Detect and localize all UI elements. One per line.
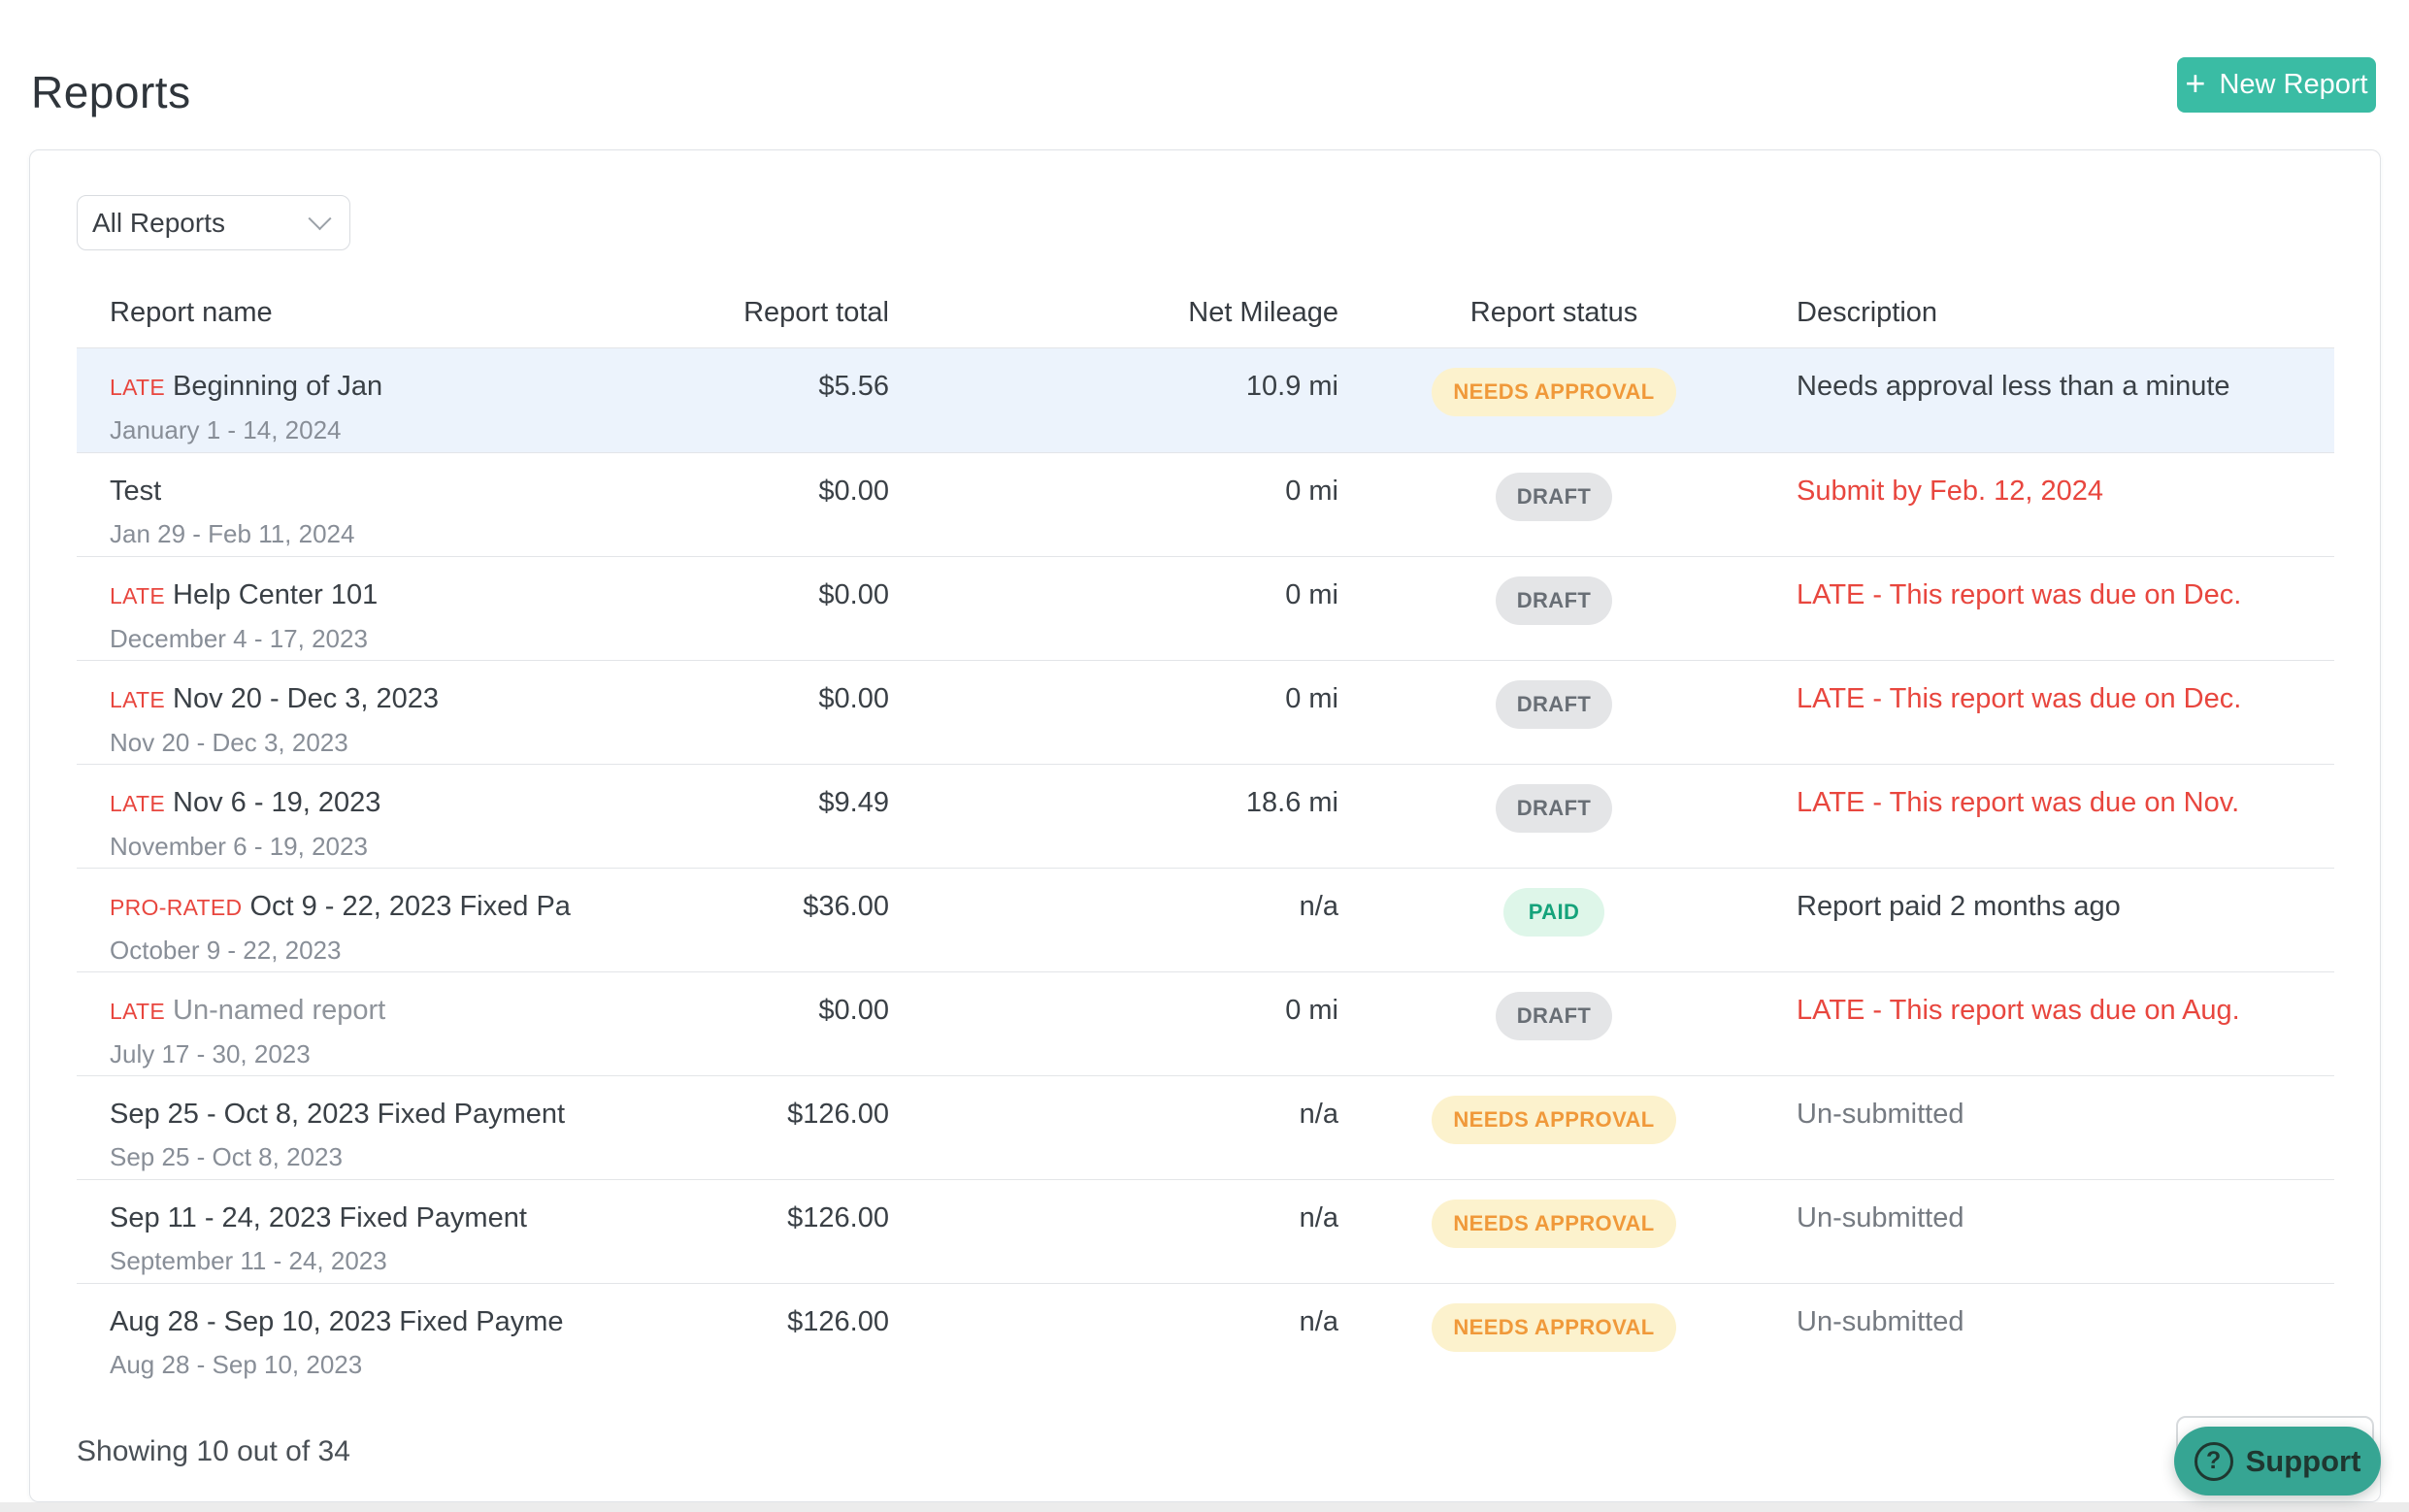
reports-filter-select[interactable]: All Reports: [77, 195, 350, 250]
status-badge: NEEDS APPROVAL: [1432, 1303, 1676, 1352]
report-row[interactable]: Sep 25 - Oct 8, 2023 Fixed Payment Sep 2…: [77, 1075, 2334, 1179]
report-mileage: 0 mi: [1285, 476, 1338, 507]
report-description: Report paid 2 months ago: [1797, 891, 2121, 922]
results-summary: Showing 10 out of 34: [77, 1435, 350, 1467]
report-description: LATE - This report was due on Dec.: [1797, 683, 2242, 714]
chevron-down-icon: [308, 207, 332, 231]
report-description: LATE - This report was due on Nov.: [1797, 787, 2240, 818]
reports-card: All Reports Report name Report total Net…: [29, 149, 2381, 1502]
report-total: $9.49: [818, 787, 889, 818]
report-name: Nov 6 - 19, 2023: [173, 787, 381, 818]
report-mileage: n/a: [1299, 1202, 1338, 1233]
report-row[interactable]: Sep 11 - 24, 2023 Fixed Payment Septembe…: [77, 1179, 2334, 1283]
report-total: $126.00: [787, 1202, 889, 1233]
report-row[interactable]: LATE Nov 20 - Dec 3, 2023 Nov 20 - Dec 3,…: [77, 660, 2334, 764]
report-late-tag: PRO-RATED: [110, 895, 243, 920]
report-row[interactable]: Aug 28 - Sep 10, 2023 Fixed Payme Aug 28…: [77, 1283, 2334, 1387]
status-badge: DRAFT: [1495, 473, 1613, 521]
filter-selected-value: All Reports: [92, 207, 225, 238]
report-date-range: November 6 - 19, 2023: [110, 832, 368, 861]
report-total: $0.00: [818, 476, 889, 507]
report-date-range: January 1 - 14, 2024: [110, 415, 342, 444]
status-badge: DRAFT: [1495, 992, 1613, 1040]
page-title: Reports: [31, 67, 191, 117]
report-date-range: Jan 29 - Feb 11, 2024: [110, 519, 355, 548]
table-body: LATE Beginning of Jan January 1 - 14, 202…: [77, 348, 2334, 1387]
plus-icon: +: [2185, 63, 2206, 103]
status-badge: NEEDS APPROVAL: [1432, 1200, 1676, 1248]
report-description: Needs approval less than a minute: [1797, 371, 2230, 402]
status-badge: PAID: [1502, 888, 1605, 937]
report-late-tag: LATE: [110, 999, 166, 1024]
report-row[interactable]: LATE Nov 6 - 19, 2023 November 6 - 19, 20…: [77, 764, 2334, 868]
report-description: LATE - This report was due on Aug.: [1797, 995, 2240, 1026]
report-name: Aug 28 - Sep 10, 2023 Fixed Payme: [110, 1306, 564, 1337]
report-mileage: n/a: [1299, 891, 1338, 922]
report-name: Sep 11 - 24, 2023 Fixed Payment: [110, 1202, 527, 1233]
status-badge: DRAFT: [1495, 784, 1613, 833]
new-report-label: New Report: [2219, 69, 2368, 100]
report-row[interactable]: PRO-RATED Oct 9 - 22, 2023 Fixed Pa Octob…: [77, 868, 2334, 971]
bottom-strip: [0, 1502, 2409, 1512]
report-date-range: Aug 28 - Sep 10, 2023: [110, 1350, 363, 1379]
report-row[interactable]: Test Jan 29 - Feb 11, 2024 $0.00 0 mi DR…: [77, 452, 2334, 556]
table-header-row: Report name Report total Net Mileage Rep…: [77, 280, 2334, 348]
report-name: Oct 9 - 22, 2023 Fixed Pa: [249, 891, 571, 922]
report-name: Beginning of Jan: [173, 371, 383, 402]
report-date-range: July 17 - 30, 2023: [110, 1039, 311, 1068]
col-header-report-status: Report status: [1469, 297, 1638, 328]
report-description: Submit by Feb. 12, 2024: [1797, 476, 2103, 507]
report-total: $126.00: [787, 1099, 889, 1130]
report-late-tag: LATE: [110, 583, 166, 608]
report-mileage: n/a: [1299, 1099, 1338, 1130]
status-badge: DRAFT: [1495, 576, 1613, 625]
reports-table: Report name Report total Net Mileage Rep…: [77, 280, 2334, 1387]
report-name: Un-named report: [173, 995, 386, 1026]
report-mileage: 0 mi: [1285, 579, 1338, 610]
report-date-range: Nov 20 - Dec 3, 2023: [110, 728, 348, 757]
report-total: $0.00: [818, 579, 889, 610]
report-date-range: Sep 25 - Oct 8, 2023: [110, 1142, 343, 1171]
report-total: $126.00: [787, 1306, 889, 1337]
report-name: Help Center 101: [173, 579, 379, 610]
report-date-range: October 9 - 22, 2023: [110, 936, 342, 965]
report-name: Nov 20 - Dec 3, 2023: [173, 683, 440, 714]
report-late-tag: LATE: [110, 375, 166, 400]
report-description: LATE - This report was due on Dec.: [1797, 579, 2242, 610]
report-name: Test: [110, 476, 162, 507]
report-total: $5.56: [818, 371, 889, 402]
report-row[interactable]: LATE Beginning of Jan January 1 - 14, 202…: [77, 348, 2334, 452]
report-late-tag: LATE: [110, 791, 166, 816]
report-mileage: n/a: [1299, 1306, 1338, 1337]
report-mileage: 0 mi: [1285, 683, 1338, 714]
report-total: $0.00: [818, 995, 889, 1026]
status-badge: NEEDS APPROVAL: [1432, 1096, 1676, 1144]
report-mileage: 18.6 mi: [1245, 787, 1338, 818]
report-mileage: 10.9 mi: [1245, 371, 1338, 402]
report-name: Sep 25 - Oct 8, 2023 Fixed Payment: [110, 1099, 566, 1130]
col-header-description: Description: [1797, 297, 1938, 328]
status-badge: DRAFT: [1495, 680, 1613, 729]
report-total: $36.00: [803, 891, 889, 922]
col-header-net-mileage: Net Mileage: [1188, 297, 1338, 328]
report-date-range: December 4 - 17, 2023: [110, 624, 368, 653]
report-late-tag: LATE: [110, 687, 166, 712]
report-row[interactable]: LATE Un-named report July 17 - 30, 2023 $…: [77, 971, 2334, 1075]
report-description: Un-submitted: [1797, 1202, 1964, 1233]
report-description: Un-submitted: [1797, 1099, 1964, 1130]
status-badge: NEEDS APPROVAL: [1432, 368, 1676, 416]
report-total: $0.00: [818, 683, 889, 714]
report-row[interactable]: LATE Help Center 101 December 4 - 17, 202…: [77, 556, 2334, 660]
new-report-button[interactable]: + New Report: [2177, 57, 2376, 113]
report-description: Un-submitted: [1797, 1306, 1964, 1337]
support-button[interactable]: ? Support: [2174, 1427, 2381, 1496]
col-header-report-name: Report name: [110, 297, 273, 328]
report-mileage: 0 mi: [1285, 995, 1338, 1026]
report-date-range: September 11 - 24, 2023: [110, 1246, 387, 1275]
help-icon: ?: [2194, 1441, 2233, 1481]
support-label: Support: [2245, 1443, 2361, 1478]
col-header-report-total: Report total: [743, 297, 889, 328]
